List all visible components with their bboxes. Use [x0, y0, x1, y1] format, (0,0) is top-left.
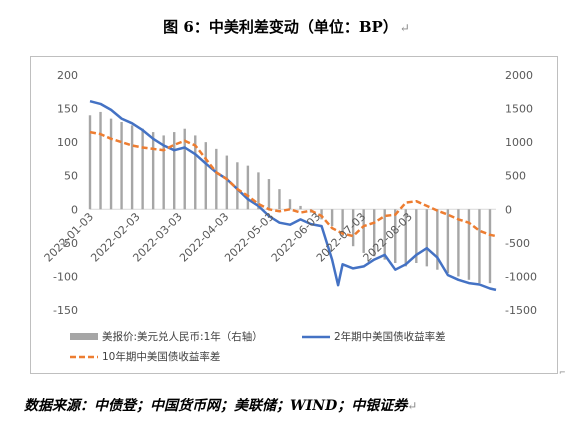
bar-29 [394, 209, 397, 263]
series-line-2y [89, 99, 497, 292]
left-tick-label: 50 [64, 170, 78, 183]
bar-series [88, 111, 492, 284]
bar-19 [288, 199, 292, 210]
legend: 美报价:美元兑人民币:1年（右轴） 2年期中美国债收益率差 10年期中美国债收益率差 [70, 330, 446, 363]
legend-swatch-bar [70, 333, 98, 340]
bar-9 [183, 128, 186, 210]
bar-13 [225, 155, 229, 210]
bar-5 [141, 128, 144, 210]
right-tick-label: 2000 [505, 69, 533, 82]
bar-33 [436, 209, 439, 270]
left-tick-label: 100 [57, 136, 78, 149]
bar-0 [88, 115, 92, 210]
right-tick-label: -1000 [505, 270, 537, 283]
bar-11 [204, 142, 207, 210]
bar-24 [341, 209, 344, 237]
bar-27 [373, 209, 376, 257]
source-note: 数据来源：中债登；中国货币网；美联储；WIND；中银证券↵ [24, 395, 417, 415]
figure-title-text: 图 6：中美利差变动（单位：BP） [163, 18, 398, 36]
bar-34 [446, 209, 450, 274]
line-series [89, 99, 497, 292]
bar-14 [236, 162, 239, 210]
series-line-10y [89, 130, 497, 238]
source-text: 数据来源：中债登；中国货币网；美联储；WIND；中银证券 [24, 398, 408, 414]
chart-frame [30, 56, 558, 374]
bar-23 [330, 209, 334, 227]
bar-18 [278, 189, 281, 210]
bar-12 [215, 148, 218, 210]
legend-label-10y: 10年期中美国债收益率差 [102, 350, 220, 363]
x-tick-label: 2022-01-03 [42, 210, 96, 264]
bar-36 [467, 209, 471, 280]
legend-label-bar: 美报价:美元兑人民币:1年（右轴） [102, 330, 263, 343]
bar-8 [173, 132, 176, 210]
left-tick-label: -50 [60, 237, 78, 250]
bar-17 [267, 179, 271, 210]
left-tick-label: 0 [71, 203, 78, 216]
bar-16 [257, 172, 260, 210]
bar-7 [162, 135, 165, 210]
bar-3 [120, 122, 123, 210]
left-tick-label: -100 [53, 270, 78, 283]
bar-32 [425, 209, 429, 267]
bar-20 [299, 205, 302, 210]
right-tick-label: 1500 [505, 103, 533, 116]
legend-label-2y: 2年期中美国债收益率差 [334, 330, 446, 343]
left-tick-label: 200 [57, 69, 78, 82]
right-tick-label: -1500 [505, 304, 537, 317]
bar-6 [151, 132, 155, 210]
axes: -150-100-50050100150200-1500-1000-500050… [42, 69, 537, 317]
bar-38 [488, 209, 492, 284]
return-mark: ↵ [399, 21, 410, 35]
left-tick-label: -150 [53, 304, 78, 317]
right-tick-label: 0 [505, 203, 512, 216]
bar-2 [109, 118, 113, 210]
figure-title: 图 6：中美利差变动（单位：BP） ↵ [0, 16, 573, 37]
corner-mark: ⌐ [559, 368, 566, 377]
bar-25 [351, 209, 355, 247]
bar-10 [194, 135, 197, 210]
bar-31 [415, 209, 418, 263]
bar-35 [457, 209, 460, 277]
bar-4 [130, 125, 134, 210]
bar-37 [478, 209, 481, 284]
bar-26 [362, 209, 365, 253]
left-tick-label: 150 [57, 103, 78, 116]
right-tick-label: 500 [505, 170, 526, 183]
bar-28 [383, 209, 386, 260]
right-tick-label: 1000 [505, 136, 533, 149]
bar-22 [320, 209, 323, 220]
bar-1 [99, 111, 102, 210]
right-tick-label: -500 [505, 237, 530, 250]
source-return-mark: ↵ [407, 399, 418, 413]
bar-15 [246, 165, 250, 210]
bar-30 [404, 209, 407, 267]
